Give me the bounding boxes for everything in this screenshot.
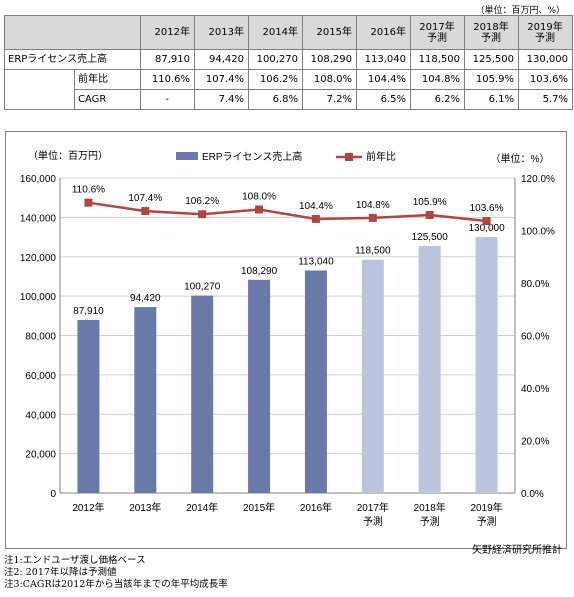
bar-data-label: 125,500 [412, 232, 449, 243]
yoy-line [88, 201, 487, 223]
line-marker [198, 210, 207, 219]
y-left-unit: （単位：百万円） [28, 149, 108, 162]
bar [191, 295, 214, 493]
table-cell: 7.2% [302, 89, 357, 110]
line-data-label: 110.6% [72, 185, 105, 196]
legend-label: ERPライセンス売上高 [202, 150, 302, 163]
table-header-row: 2012年 2013年 2014年 2015年 2016年 2017年 予測 20… [4, 15, 573, 50]
data-table: 2012年 2013年 2014年 2015年 2016年 2017年 予測 20… [4, 15, 573, 110]
line-data-label: 107.4% [128, 193, 162, 204]
y-tick-right: 80.0% [521, 279, 549, 290]
x-tick-label: 2019年 [470, 501, 502, 514]
line-marker [255, 205, 264, 214]
bar-data-label: 118,500 [355, 246, 391, 257]
legend-swatch-bar [176, 152, 198, 160]
bar-data-label: 108,290 [241, 266, 278, 277]
table-row: ERPライセンス売上高 87,910 94,420 100,270 108,29… [4, 49, 573, 70]
x-tick-label: 予測 [477, 515, 497, 528]
y-tick-right: 100.0% [521, 227, 555, 238]
bar [77, 319, 100, 493]
bar-data-label: 87,910 [73, 306, 104, 317]
legend-swatch-marker [345, 153, 353, 161]
notes: 注1:エンドユーザ渡し価格ベース 注2: 2017年以降は予測値 注3:CAGR… [4, 555, 228, 591]
y-tick-left: 160,000 [20, 174, 57, 185]
y-tick-left: 80,000 [25, 332, 56, 343]
line-data-label: 105.9% [413, 197, 447, 208]
line-marker [84, 198, 93, 207]
y-tick-right: 60.0% [521, 332, 549, 343]
line-marker [311, 214, 320, 223]
table-year-header: 2017年 予測 [410, 15, 465, 50]
x-tick-label: 2018年 [414, 501, 446, 514]
table-year-header: 2016年 [356, 15, 411, 50]
line-data-label: 104.4% [299, 201, 333, 212]
header-year: 2017年 予測 [419, 21, 455, 44]
table-row: CAGR - 7.4% 6.8% 7.2% 6.5% 6.2% 6.1% 5.7… [4, 89, 573, 110]
note-line: 注2: 2017年以降は予測値 [4, 567, 117, 578]
bar-data-label: 100,270 [184, 282, 221, 293]
y-tick-left: 100,000 [20, 292, 57, 303]
y-tick-left: 120,000 [20, 253, 57, 264]
x-tick-label: 2016年 [300, 501, 332, 514]
y-tick-left: 140,000 [20, 213, 57, 224]
line-marker [141, 207, 150, 216]
chart-frame [5, 131, 567, 549]
unit-label: （単位：百万円、%） [475, 6, 565, 16]
y-tick-left: 20,000 [25, 450, 56, 461]
line-data-label: 108.0% [242, 192, 276, 203]
bar [134, 307, 157, 493]
y-tick-right: 120.0% [521, 174, 555, 185]
x-tick-label: 2013年 [129, 501, 161, 514]
x-tick-label: 予測 [363, 515, 383, 528]
legend-label: 前年比 [366, 150, 396, 163]
y-tick-right: 0.0% [521, 489, 544, 500]
note-line: 注1:エンドユーザ渡し価格ベース [4, 555, 146, 566]
line-marker [368, 213, 377, 222]
bar-data-label: 113,040 [298, 256, 334, 267]
y-tick-left: 40,000 [25, 410, 56, 421]
x-tick-label: 2017年 [357, 501, 389, 514]
table-corner [4, 15, 141, 50]
header-year: 2019年 予測 [527, 21, 563, 44]
y-tick-right: 20.0% [521, 437, 549, 448]
table-row: 前年比 110.6% 107.4% 106.2% 108.0% 104.4% 1… [4, 69, 573, 90]
y-tick-left: 60,000 [25, 371, 56, 382]
line-data-label: 103.6% [470, 203, 504, 214]
table-year-header: 2018年 予測 [464, 15, 519, 50]
table-year-header: 2019年 予測 [518, 15, 573, 50]
bar [248, 279, 271, 493]
bar [304, 270, 327, 493]
table-year-header: 2015年 [302, 15, 357, 50]
y-tick-right: 40.0% [521, 384, 549, 395]
row-label: CAGR [74, 89, 141, 110]
table-year-header: 2014年 [248, 15, 303, 50]
line-marker [482, 217, 491, 226]
bar [361, 259, 384, 493]
line-data-label: 104.8% [356, 200, 390, 211]
bar-data-label: 130,000 [468, 223, 505, 234]
y-tick-left: 0 [50, 489, 56, 500]
table-year-header: 2013年 [194, 15, 249, 50]
header-year: 2018年 予測 [473, 21, 509, 44]
table-cell: 5.7% [518, 89, 573, 110]
y-right-unit: （単位：%） [491, 152, 550, 165]
x-tick-label: 2012年 [72, 501, 104, 514]
table-cell: 6.1% [464, 89, 519, 110]
x-tick-label: 2015年 [243, 501, 275, 514]
line-data-label: 106.2% [185, 196, 219, 207]
x-tick-label: 2014年 [186, 501, 218, 514]
bar [475, 237, 498, 493]
x-tick-label: 予測 [420, 515, 440, 528]
bar-data-label: 94,420 [130, 293, 161, 304]
bar [418, 245, 441, 493]
note-line: 注3:CAGRは2012年から当該年までの年平均成長率 [4, 579, 228, 590]
source-label: 矢野経済研究所推計 [472, 545, 562, 556]
line-marker [425, 211, 434, 220]
